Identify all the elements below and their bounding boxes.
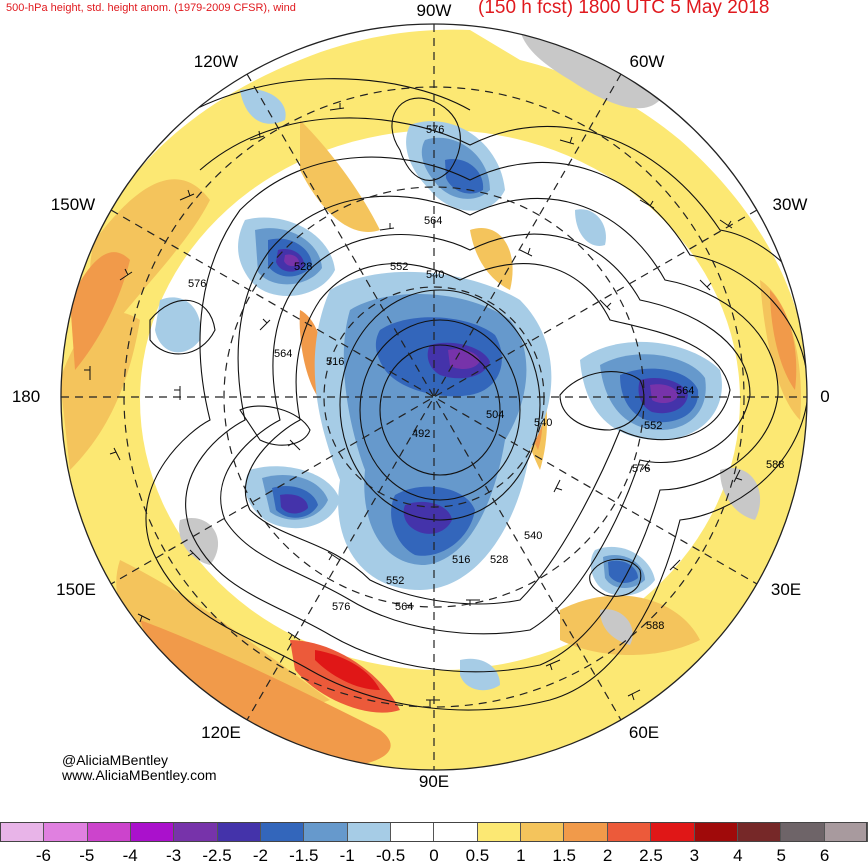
- lon-label-60w: 60W: [629, 52, 665, 71]
- colorbar-swatch: [694, 822, 738, 842]
- contour-label: 504: [486, 409, 504, 421]
- contour-label: 492: [412, 428, 430, 440]
- colorbar-tick-label: -0.5: [375, 846, 406, 865]
- colorbar-swatch: [477, 822, 522, 842]
- colorbar-tick-label: -6: [35, 846, 51, 865]
- forecast-time-title: (150 h fcst) 1800 UTC 5 May 2018: [478, 0, 770, 18]
- colorbar-swatch: [87, 822, 132, 842]
- colorbar-tick-label: 4: [733, 846, 743, 865]
- colorbar-tick-label: 2.5: [639, 846, 663, 865]
- colorbar-tick-label: -1.5: [289, 846, 319, 865]
- contour-label: 528: [294, 261, 312, 273]
- colorbar-swatch: [0, 822, 45, 842]
- colorbar-swatch: [737, 822, 782, 842]
- contour-label: 552: [644, 420, 662, 432]
- colorbar-swatch: [304, 822, 348, 842]
- contour-label: 576: [632, 463, 650, 475]
- colorbar-swatch: [521, 822, 565, 842]
- contour-label: 540: [534, 417, 552, 429]
- colorbar-swatch: [347, 822, 392, 842]
- colorbar-tick-label: 5: [776, 846, 786, 865]
- colorbar-swatch: [607, 822, 652, 842]
- height-contours: [145, 78, 807, 711]
- contour-label: 528: [490, 554, 508, 566]
- colorbar-tick-label: -1: [339, 846, 355, 865]
- lon-label-120w: 120W: [193, 52, 239, 71]
- colorbar-tick-label: 1.5: [552, 846, 577, 865]
- contour-label: 516: [326, 356, 344, 368]
- colorbar-tick-label: 6: [819, 846, 830, 865]
- contour-label: 576: [426, 124, 444, 136]
- colorbar-tick-label: -2.5: [202, 846, 232, 865]
- contour-label: 564: [424, 215, 442, 227]
- colorbar-tick-label: -2: [252, 846, 268, 865]
- lon-label-0: 0: [820, 387, 830, 406]
- colorbar-tick-label: 0: [429, 846, 439, 865]
- colorbar-swatch: [131, 822, 175, 842]
- colorbar-swatch: [434, 822, 478, 842]
- polar-stereographic-map: 576 564 552 540 528 576 564 516 504 540 …: [60, 23, 808, 771]
- lon-label-150e: 150E: [56, 580, 96, 599]
- contour-label: 552: [390, 261, 408, 273]
- colorbar-swatch: [824, 822, 868, 842]
- colorbar-tick-label: -4: [122, 846, 138, 865]
- colorbar-swatch: [261, 822, 305, 842]
- contour-label: 588: [646, 620, 664, 632]
- contour-labels: 576 564 552 540 528 576 564 516 504 540 …: [188, 124, 784, 632]
- lon-label-90e: 90E: [418, 772, 450, 791]
- colorbar-tick-label: 1: [516, 846, 526, 865]
- wind-barbs: [84, 103, 743, 706]
- colorbar-swatch: [781, 822, 825, 842]
- anomaly-colorbar: [0, 822, 868, 842]
- contour-label: 564: [274, 348, 292, 360]
- lon-label-30w: 30W: [772, 195, 808, 214]
- lon-label-60e: 60E: [628, 723, 660, 742]
- map-parameter-title: 500-hPa height, std. height anom. (1979-…: [6, 2, 296, 14]
- lon-label-30e: 30E: [770, 580, 802, 599]
- lon-label-120e: 120E: [201, 723, 241, 742]
- colorbar-swatch: [391, 822, 435, 842]
- colorbar-swatch: [174, 822, 218, 842]
- credit-handle: @AliciaMBentley: [62, 752, 169, 768]
- credit-website: www.AliciaMBentley.com: [62, 767, 217, 783]
- map-boundary: [60, 23, 808, 771]
- lon-label-180: 180: [11, 387, 41, 406]
- contour-label: 516: [452, 554, 470, 566]
- colorbar-tick-label: -3: [166, 846, 182, 865]
- contour-label: 540: [426, 269, 444, 281]
- colorbar-swatch: [564, 822, 608, 842]
- contour-label: 576: [332, 601, 350, 613]
- contour-label: 588: [766, 459, 784, 471]
- contour-label: 564: [395, 601, 413, 613]
- colorbar-swatch: [651, 822, 695, 842]
- graticule: [61, 24, 807, 770]
- colorbar-swatch: [44, 822, 88, 842]
- contour-label: 564: [676, 385, 694, 397]
- contour-label: 540: [524, 530, 542, 542]
- colorbar-tick-label: 2: [602, 846, 613, 865]
- colorbar-tick-label: -5: [79, 846, 95, 865]
- lon-label-150w: 150W: [50, 195, 96, 214]
- lon-label-90w: 90W: [416, 1, 452, 20]
- colorbar-tick-label: 0.5: [465, 846, 490, 865]
- colorbar-swatch: [217, 822, 262, 842]
- contour-label: 576: [188, 278, 206, 290]
- contour-label: 552: [386, 575, 404, 587]
- colorbar-tick-label: 3: [689, 846, 700, 865]
